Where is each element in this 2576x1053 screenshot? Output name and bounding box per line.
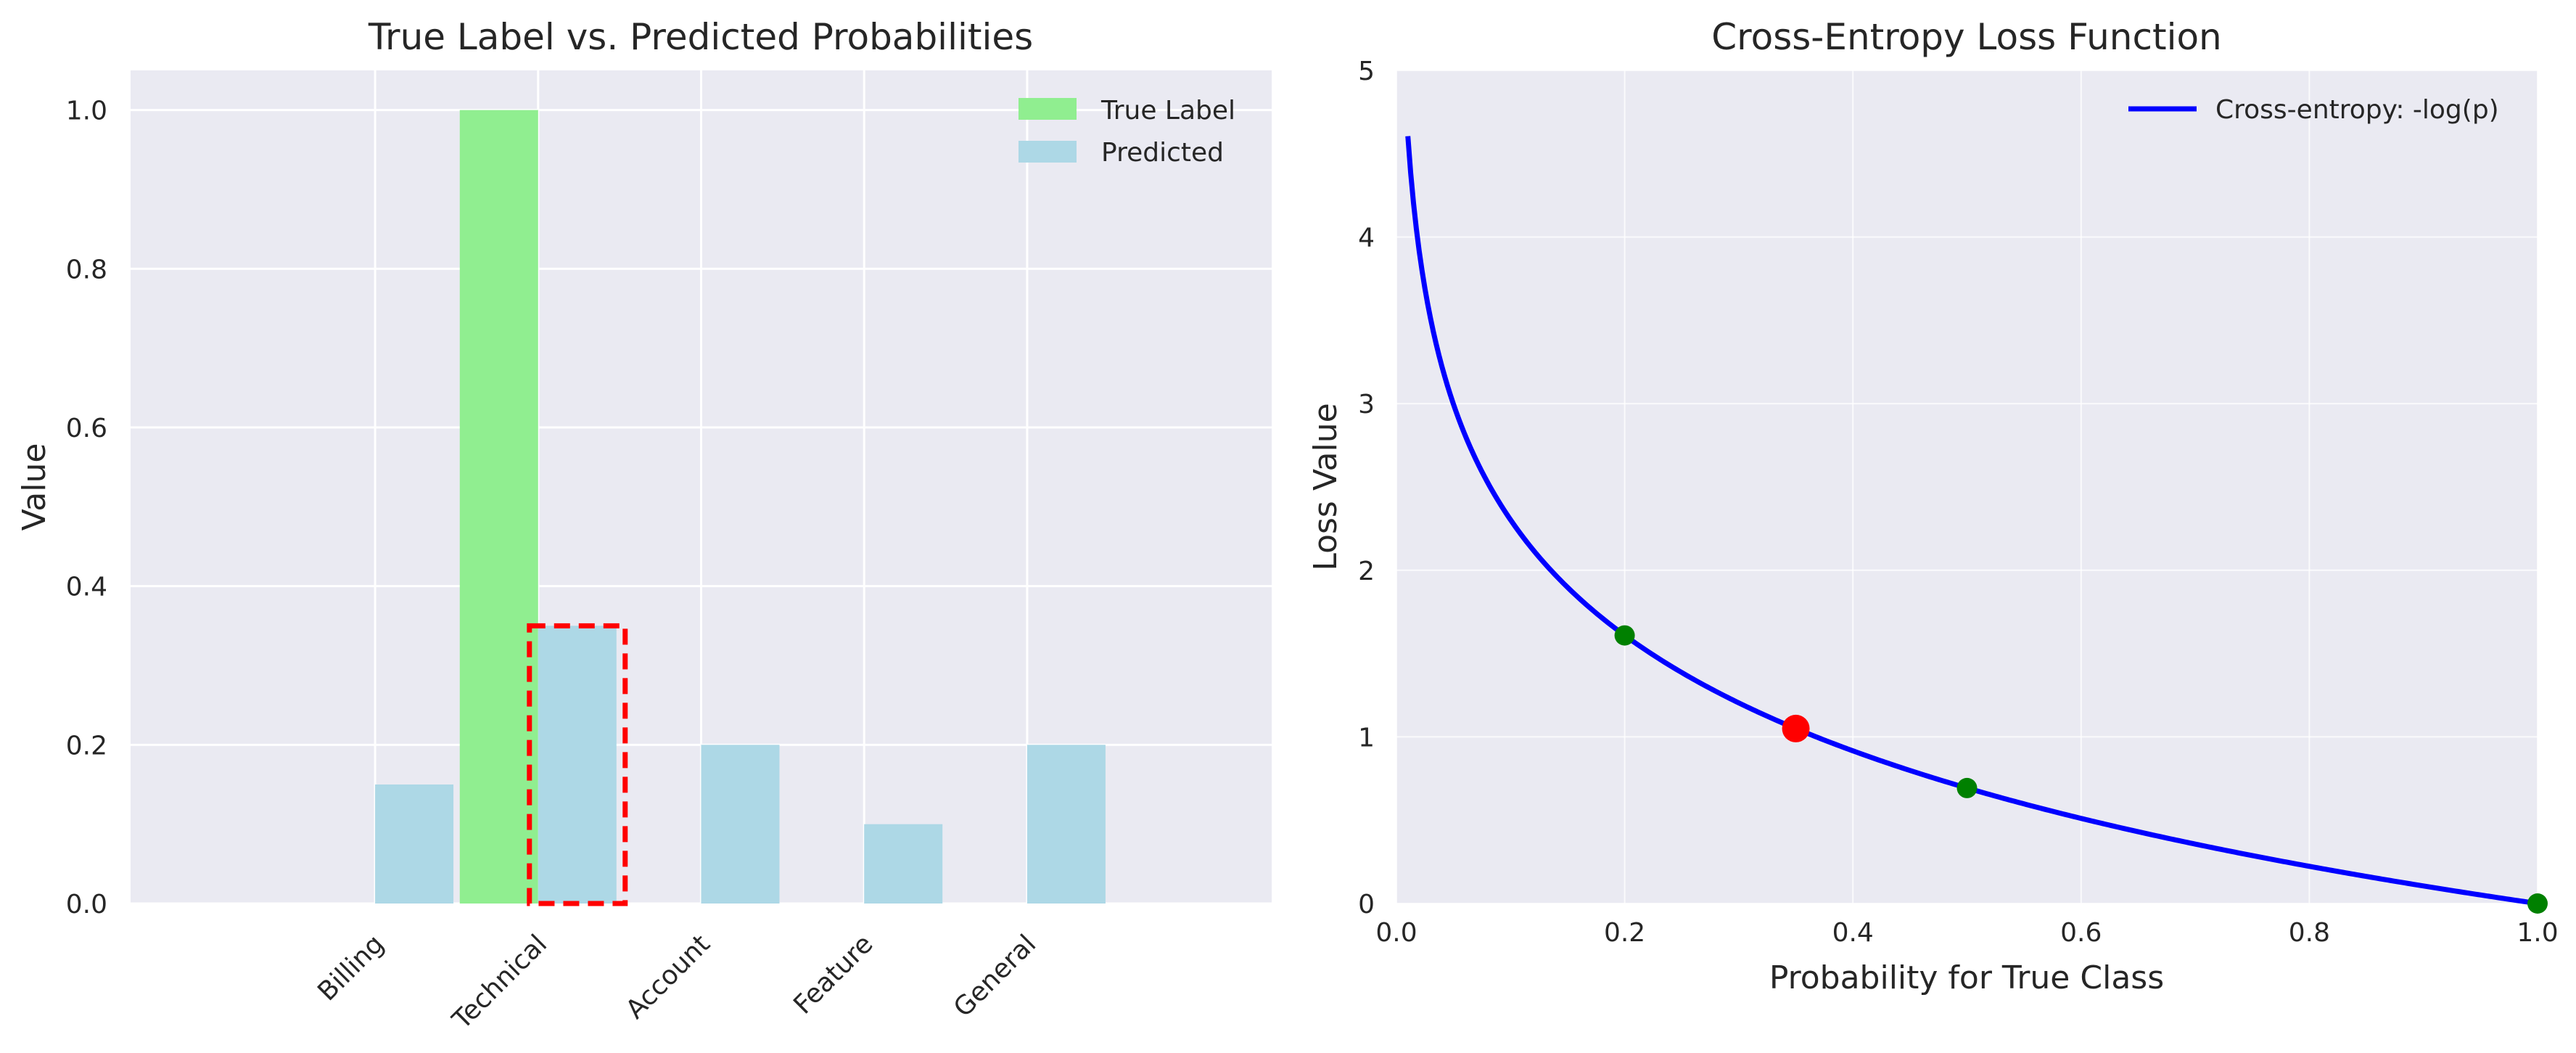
- legend-label-true-label: True Label: [1100, 96, 1235, 126]
- loss-chart-y-label: Loss Value: [1307, 403, 1344, 570]
- loss-chart-legend: Cross-entropy: -log(p): [2128, 95, 2499, 125]
- loss-chart: 0 1 2 3 4 5 0.0 0.2 0.4 0.6 0.8 1.0 Cross-Entropy …: [1307, 16, 2559, 996]
- bar-chart-bars: [375, 110, 1106, 906]
- x-tick-label: Feature: [788, 929, 878, 1020]
- x-tick-label: 0.6: [2060, 918, 2102, 948]
- y-tick-label: 3: [1358, 390, 1375, 419]
- bar-predicted-general: [1026, 745, 1106, 904]
- y-tick-label: 1: [1358, 723, 1375, 753]
- legend-label-predicted: Predicted: [1101, 138, 1224, 168]
- x-tick-label: 1.0: [2517, 918, 2558, 948]
- bar-predicted-feature: [864, 824, 943, 904]
- y-tick-label: 0.0: [66, 890, 107, 919]
- y-tick-label: 4: [1358, 224, 1375, 253]
- x-tick-label: Account: [620, 929, 716, 1025]
- x-tick-label: 0.0: [1375, 918, 1417, 948]
- bar-predicted-billing: [375, 784, 454, 904]
- bar-chart-y-label: Value: [16, 443, 53, 531]
- x-tick-label: 0.2: [1604, 918, 1645, 948]
- loss-point-p-0_2: [1614, 625, 1635, 646]
- bar-predicted-technical: [538, 626, 617, 904]
- x-tick-label: Technical: [447, 929, 554, 1036]
- bar-chart-title: True Label vs. Predicted Probabilities: [368, 16, 1033, 58]
- y-tick-label: 0: [1358, 890, 1375, 919]
- bar-predicted-account: [701, 745, 780, 904]
- loss-chart-points: [1614, 625, 2548, 914]
- legend-swatch-predicted: [1019, 141, 1077, 163]
- bar-true-label-technical: [459, 110, 538, 904]
- loss-point-p-0_5: [1956, 777, 1978, 798]
- legend-swatch-true-label: [1019, 98, 1077, 120]
- y-tick-label: 0.6: [66, 414, 107, 443]
- y-tick-label: 0.2: [66, 731, 107, 761]
- bar-chart-y-ticks: 0.0 0.2 0.4 0.6 0.8 1.0: [66, 97, 107, 919]
- highlight-box: [527, 623, 628, 906]
- y-tick-label: 0.8: [66, 255, 107, 284]
- loss-chart-x-ticks: 0.0 0.2 0.4 0.6 0.8 1.0: [1375, 918, 2558, 948]
- y-tick-label: 2: [1358, 557, 1375, 586]
- bar-chart-x-ticks: Billing Technical Account Feature General: [312, 929, 1042, 1036]
- x-tick-label: General: [948, 929, 1042, 1023]
- x-tick-label: 0.8: [2289, 918, 2330, 948]
- y-tick-label: 1.0: [66, 97, 107, 126]
- loss-chart-x-label: Probability for True Class: [1769, 959, 2164, 996]
- loss-chart-plot-area: [1396, 70, 2538, 904]
- y-tick-label: 0.4: [66, 573, 107, 602]
- loss-chart-title: Cross-Entropy Loss Function: [1711, 16, 2222, 58]
- x-tick-label: Billing: [312, 929, 390, 1007]
- bar-chart: 0.0 0.2 0.4 0.6 0.8 1.0 Billing Technical Accou…: [16, 16, 1272, 1036]
- loss-chart-grid: [1396, 70, 2538, 904]
- loss-point-p-1: [2527, 893, 2548, 914]
- loss-point-p-0_35: [1782, 714, 1810, 742]
- loss-chart-y-ticks: 0 1 2 3 4 5: [1358, 57, 1375, 919]
- x-tick-label: 0.4: [1832, 918, 1874, 948]
- y-tick-label: 5: [1358, 57, 1375, 86]
- bar-chart-legend: True Label Predicted: [1019, 96, 1235, 168]
- legend-label-cross-entropy: Cross-entropy: -log(p): [2215, 95, 2499, 125]
